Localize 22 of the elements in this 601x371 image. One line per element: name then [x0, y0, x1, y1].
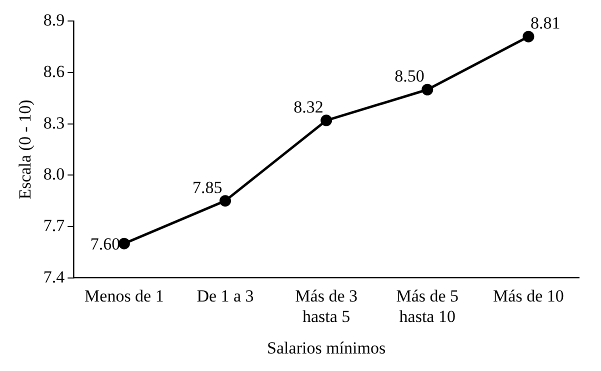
x-tick-label: Menos de 1: [84, 286, 164, 306]
point: [422, 84, 434, 96]
x-tick-label: De 1 a 3: [196, 286, 254, 306]
x-tick-label: Más de 5 hasta 10: [396, 286, 459, 326]
y-tick-label: 8.6: [43, 62, 65, 81]
x-axis-title: Salarios mínimos: [267, 338, 386, 358]
y-tick-label: 8.3: [43, 113, 65, 132]
y-tick-label: 8.9: [43, 10, 65, 30]
point: [522, 30, 534, 42]
data-label: 7.85: [192, 178, 222, 197]
y-tick-label: 7.4: [43, 267, 66, 286]
data-label: 7.60: [90, 234, 120, 254]
data-label: 8.81: [530, 14, 560, 33]
point: [220, 195, 232, 207]
y-tick-label: 7.7: [43, 216, 66, 235]
x-tick-label: Más de 3 hasta 5: [295, 286, 358, 326]
x-tick-label: Más de 10: [493, 286, 564, 306]
data-label: 8.32: [294, 97, 324, 116]
data-label: 8.50: [394, 66, 424, 86]
y-axis-title: Escala (0 - 10): [16, 100, 35, 200]
y-tick-label: 8.0: [43, 164, 65, 184]
point: [320, 114, 332, 126]
